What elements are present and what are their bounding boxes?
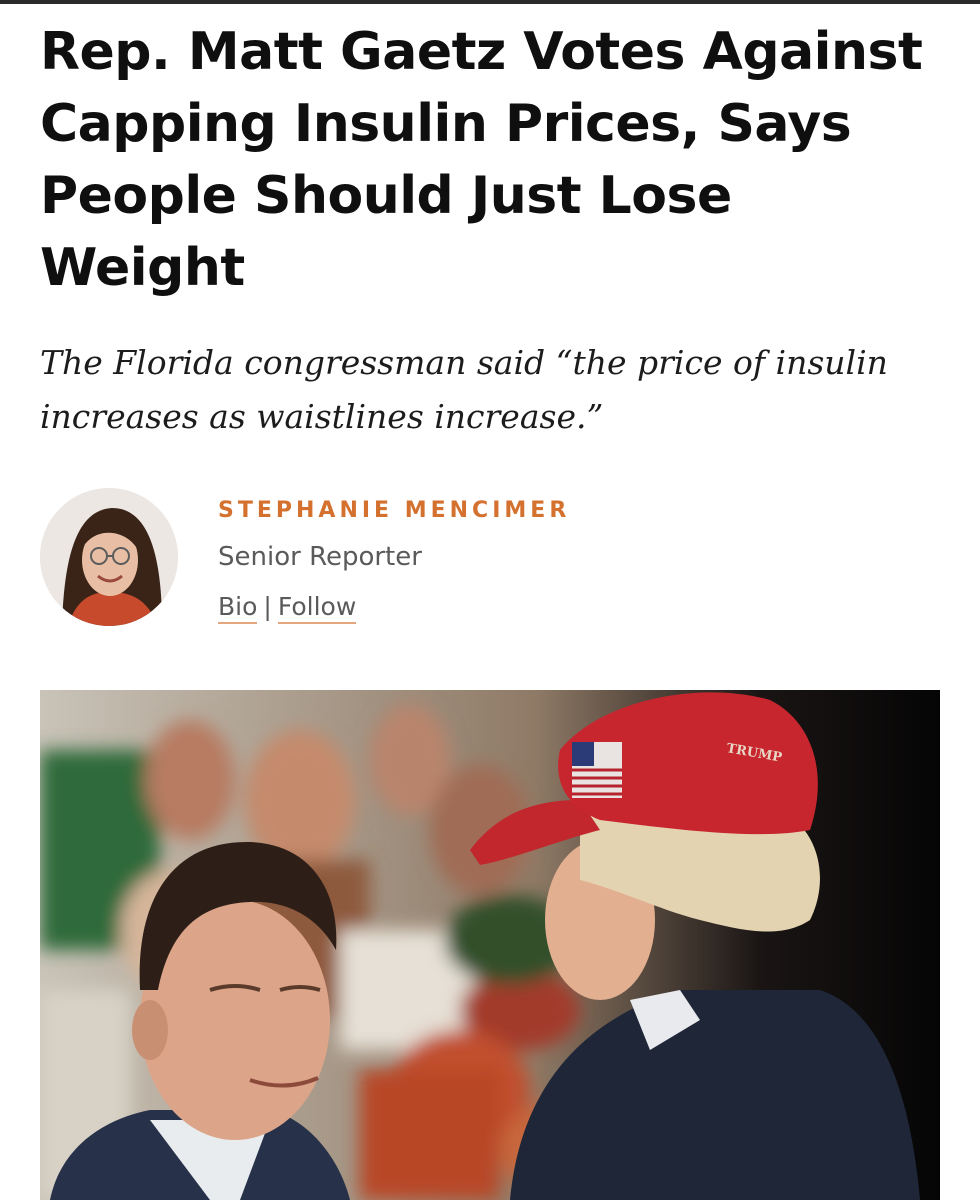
man-left xyxy=(50,841,350,1200)
author-portrait xyxy=(40,488,178,626)
author-avatar[interactable] xyxy=(40,488,178,626)
author-byline: STEPHANIE MENCIMER Senior Reporter Bio | F… xyxy=(40,488,940,628)
author-role: Senior Reporter xyxy=(218,542,422,572)
author-links: Bio | Follow xyxy=(218,592,357,624)
author-name[interactable]: STEPHANIE MENCIMER xyxy=(218,498,571,523)
link-separator: | xyxy=(263,592,272,621)
bio-link[interactable]: Bio xyxy=(218,592,258,624)
article-dek: The Florida congressman said “the price … xyxy=(40,343,888,436)
man-right: TRUMP xyxy=(470,692,920,1200)
article-headline: Rep. Matt Gaetz Votes Against Capping In… xyxy=(40,22,923,298)
article-lead-photo[interactable]: TRUMP xyxy=(40,690,940,1200)
follow-link[interactable]: Follow xyxy=(277,592,357,624)
lead-photo-image: TRUMP xyxy=(40,690,940,1200)
top-divider xyxy=(0,0,980,4)
